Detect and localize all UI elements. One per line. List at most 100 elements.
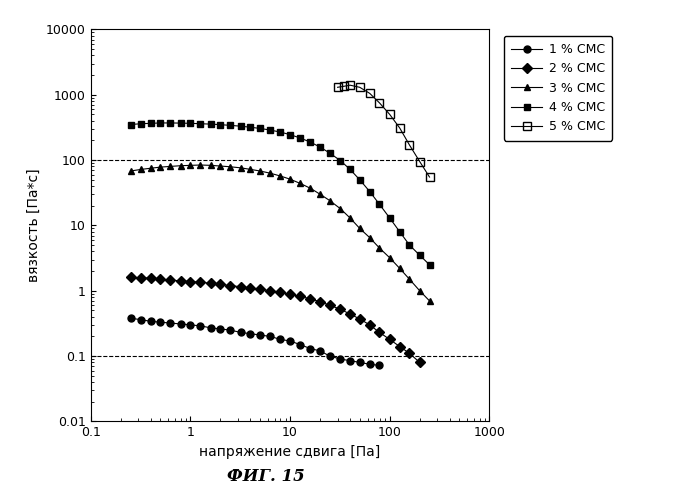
4 % СМС <box>157 120 165 126</box>
3 % СМС <box>196 162 205 168</box>
3 % СМС <box>266 170 274 176</box>
3 % СМС <box>246 167 254 172</box>
2 % СМС <box>226 283 234 289</box>
3 % СМС <box>296 180 304 186</box>
4 % СМС <box>346 167 354 172</box>
4 % СМС <box>366 189 374 195</box>
2 % СМС <box>346 311 354 317</box>
1 % СМС <box>246 331 254 337</box>
5 % СМС <box>386 111 394 117</box>
2 % СМС <box>236 284 245 290</box>
2 % СМС <box>386 337 394 343</box>
4 % СМС <box>186 121 194 126</box>
3 % СМС <box>207 162 215 168</box>
Y-axis label: вязкость [Па*с]: вязкость [Па*с] <box>27 169 41 282</box>
2 % СМС <box>157 276 165 282</box>
4 % СМС <box>425 262 433 268</box>
1 % СМС <box>137 317 145 322</box>
1 % СМС <box>356 360 364 366</box>
1 % СМС <box>326 353 334 359</box>
2 % СМС <box>336 306 345 312</box>
1 % СМС <box>147 318 155 324</box>
1 % СМС <box>236 329 245 335</box>
1 % СМС <box>127 315 135 321</box>
4 % СМС <box>316 144 324 150</box>
3 % СМС <box>127 168 135 174</box>
Legend: 1 % СМС, 2 % СМС, 3 % СМС, 4 % СМС, 5 % СМС: 1 % СМС, 2 % СМС, 3 % СМС, 4 % СМС, 5 % … <box>503 36 612 141</box>
3 % СМС <box>166 164 175 170</box>
3 % СМС <box>326 197 334 203</box>
4 % СМС <box>356 177 364 183</box>
Line: 1 % СМС: 1 % СМС <box>127 315 383 369</box>
2 % СМС <box>356 316 364 322</box>
5 % СМС <box>333 84 342 90</box>
3 % СМС <box>425 298 433 304</box>
3 % СМС <box>256 168 264 174</box>
2 % СМС <box>256 287 264 293</box>
3 % СМС <box>316 191 324 197</box>
2 % СМС <box>375 329 384 335</box>
X-axis label: напряжение сдвига [Па]: напряжение сдвига [Па] <box>199 445 381 459</box>
2 % СМС <box>166 277 175 283</box>
4 % СМС <box>276 129 284 135</box>
4 % СМС <box>415 252 424 258</box>
4 % СМС <box>127 122 135 127</box>
1 % СМС <box>207 325 215 331</box>
4 % СМС <box>386 215 394 221</box>
1 % СМС <box>177 321 185 327</box>
4 % СМС <box>296 135 304 141</box>
1 % СМС <box>346 358 354 364</box>
5 % СМС <box>356 84 364 90</box>
1 % СМС <box>276 337 284 343</box>
3 % СМС <box>286 176 294 182</box>
2 % СМС <box>396 343 404 349</box>
2 % СМС <box>266 288 274 294</box>
2 % СМС <box>405 350 414 356</box>
Line: 5 % СМС: 5 % СМС <box>333 81 433 181</box>
2 % СМС <box>316 299 324 305</box>
1 % СМС <box>266 334 274 340</box>
3 % СМС <box>396 266 404 271</box>
3 % СМС <box>375 245 384 251</box>
4 % СМС <box>137 121 145 126</box>
4 % СМС <box>286 132 294 138</box>
1 % СМС <box>306 345 315 351</box>
5 % СМС <box>346 82 354 88</box>
2 % СМС <box>306 296 315 302</box>
4 % СМС <box>147 121 155 126</box>
2 % СМС <box>296 294 304 299</box>
4 % СМС <box>246 124 254 130</box>
1 % СМС <box>256 332 264 338</box>
4 % СМС <box>336 158 345 164</box>
3 % СМС <box>216 163 224 169</box>
2 % СМС <box>216 281 224 287</box>
3 % СМС <box>186 162 194 168</box>
4 % СМС <box>207 121 215 127</box>
2 % СМС <box>276 289 284 295</box>
3 % СМС <box>226 164 234 170</box>
3 % СМС <box>405 276 414 282</box>
4 % СМС <box>375 201 384 207</box>
5 % СМС <box>405 142 414 148</box>
2 % СМС <box>286 292 294 297</box>
1 % СМС <box>196 323 205 329</box>
1 % СМС <box>316 348 324 354</box>
3 % СМС <box>415 288 424 294</box>
2 % СМС <box>415 360 424 366</box>
4 % СМС <box>196 121 205 126</box>
5 % СМС <box>396 125 404 131</box>
1 % СМС <box>226 327 234 333</box>
4 % СМС <box>306 139 315 145</box>
2 % СМС <box>186 279 194 285</box>
3 % СМС <box>147 165 155 171</box>
Line: 2 % СМС: 2 % СМС <box>127 274 423 366</box>
5 % СМС <box>340 83 349 89</box>
Line: 4 % СМС: 4 % СМС <box>127 120 433 268</box>
5 % СМС <box>375 100 384 106</box>
1 % СМС <box>336 356 345 362</box>
4 % СМС <box>326 150 334 156</box>
1 % СМС <box>366 361 374 367</box>
3 % СМС <box>336 206 345 212</box>
5 % СМС <box>366 91 374 97</box>
3 % СМС <box>356 225 364 231</box>
